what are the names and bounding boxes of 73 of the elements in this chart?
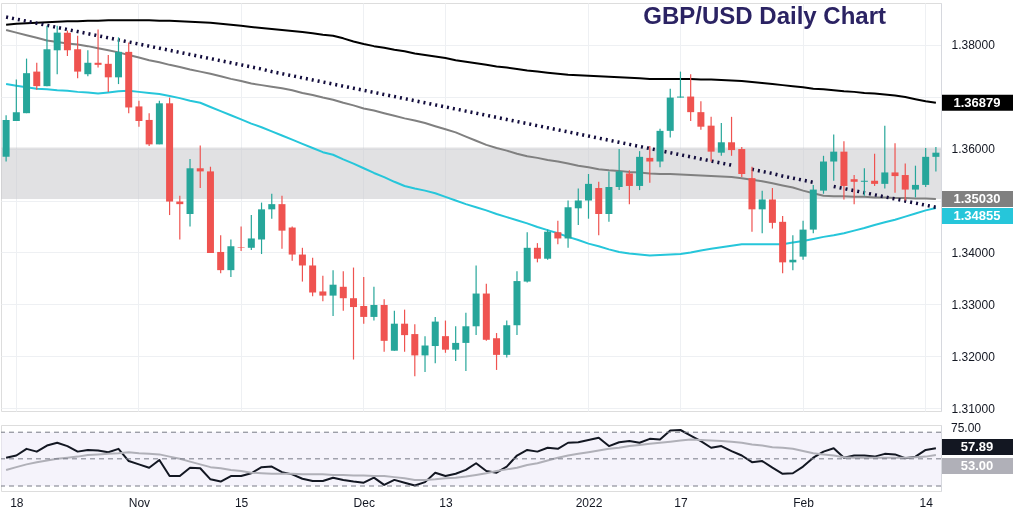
category-label: 13 bbox=[439, 495, 453, 510]
candlestick bbox=[84, 49, 92, 77]
candlestick bbox=[871, 153, 879, 187]
y-tick-label: 1.36000 bbox=[951, 142, 996, 157]
candlestick bbox=[33, 62, 41, 91]
candlestick bbox=[421, 335, 429, 373]
text: 57.89 bbox=[960, 439, 994, 454]
candlestick bbox=[217, 234, 225, 274]
candlestick bbox=[196, 144, 204, 189]
candlestick bbox=[350, 266, 357, 361]
text: 75.00 bbox=[951, 421, 982, 435]
candlestick bbox=[758, 190, 766, 234]
candlestick bbox=[768, 187, 776, 230]
candlestick bbox=[911, 165, 919, 198]
candlestick bbox=[319, 275, 327, 302]
candlestick bbox=[533, 242, 541, 263]
text: 53.00 bbox=[960, 458, 994, 473]
candlestick bbox=[360, 276, 368, 325]
candlestick bbox=[646, 145, 654, 184]
data-label: 1.34855 bbox=[953, 207, 1001, 223]
category-label: Nov bbox=[128, 495, 151, 510]
category-label: 18 bbox=[10, 495, 24, 510]
candlestick bbox=[268, 193, 276, 220]
candlestick bbox=[452, 325, 460, 362]
candlestick bbox=[94, 28, 102, 69]
candlestick bbox=[237, 225, 245, 252]
y-tick-label: 1.34000 bbox=[951, 245, 996, 260]
candlestick bbox=[12, 78, 20, 122]
candlestick bbox=[462, 312, 470, 372]
candlestick bbox=[74, 35, 82, 79]
candlestick bbox=[901, 163, 909, 202]
category-label: 15 bbox=[234, 495, 249, 510]
candlestick bbox=[411, 323, 419, 377]
candlestick bbox=[697, 100, 705, 131]
candlestick bbox=[247, 214, 255, 251]
category-label: Feb bbox=[793, 495, 814, 510]
candlestick bbox=[339, 270, 347, 312]
candlestick bbox=[53, 25, 61, 75]
category-label: 17 bbox=[674, 495, 688, 510]
data-label: 1.35030 bbox=[953, 190, 1001, 206]
candlestick bbox=[298, 247, 306, 283]
candlestick bbox=[881, 125, 889, 190]
candlestick bbox=[830, 133, 838, 182]
candlestick bbox=[554, 220, 562, 245]
candlestick bbox=[932, 146, 940, 172]
category-label: 2022 bbox=[575, 495, 603, 510]
candlestick bbox=[728, 116, 736, 157]
candlestick bbox=[135, 100, 143, 128]
y-tick-label: 1.31000 bbox=[951, 401, 996, 416]
candlestick bbox=[585, 173, 592, 220]
chart-title: GBP/USD Daily Chart bbox=[643, 2, 887, 29]
candlestick bbox=[329, 269, 337, 317]
y-tick-label: 1.32000 bbox=[951, 349, 996, 364]
data-label: 1.36879 bbox=[953, 94, 1001, 110]
category-label: 14 bbox=[919, 495, 933, 510]
candlestick bbox=[625, 169, 633, 205]
candlestick bbox=[441, 319, 449, 354]
y-tick-label: 1.38000 bbox=[951, 38, 996, 53]
candlestick bbox=[850, 174, 858, 205]
candlestick bbox=[860, 167, 868, 197]
candlestick bbox=[615, 148, 623, 191]
y-tick-label: 1.33000 bbox=[951, 297, 996, 312]
candlestick bbox=[401, 309, 409, 353]
candlestick bbox=[676, 71, 684, 99]
candlestick bbox=[717, 122, 725, 157]
candlestick bbox=[104, 54, 112, 93]
candlestick bbox=[63, 29, 71, 57]
candlestick bbox=[370, 286, 378, 322]
category-label: Dec bbox=[353, 495, 375, 510]
candlestick bbox=[891, 142, 899, 194]
candlestick bbox=[227, 238, 235, 278]
candlestick bbox=[687, 73, 695, 122]
candlestick bbox=[493, 332, 501, 371]
